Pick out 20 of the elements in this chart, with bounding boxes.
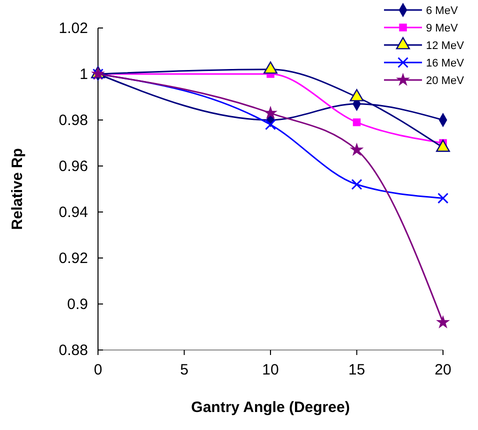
legend-label: 9 MeV — [426, 22, 458, 34]
x-tick-label: 10 — [262, 362, 279, 378]
y-axis-title: Relative Rp — [9, 148, 26, 230]
x-axis-title: Gantry Angle (Degree) — [191, 399, 350, 416]
y-tick-label: 0.9 — [67, 296, 88, 313]
legend-label: 16 MeV — [426, 58, 465, 70]
x-tick-label: 15 — [348, 362, 366, 378]
y-tick-label: 0.88 — [58, 342, 88, 359]
x-tick-label: 5 — [180, 362, 188, 378]
legend-label: 6 MeV — [426, 5, 458, 17]
y-tick-label: 0.98 — [58, 112, 88, 129]
y-tick-label: 0.94 — [58, 204, 88, 221]
legend-label: 12 MeV — [426, 40, 465, 52]
x-tick-label: 0 — [94, 362, 102, 378]
y-tick-label: 1 — [80, 66, 88, 83]
legend-label: 20 MeV — [426, 75, 465, 87]
x-tick-label: 20 — [434, 362, 452, 378]
y-tick-label: 0.96 — [58, 158, 88, 175]
y-tick-label: 1.02 — [58, 20, 88, 37]
y-tick-label: 0.92 — [58, 250, 88, 267]
